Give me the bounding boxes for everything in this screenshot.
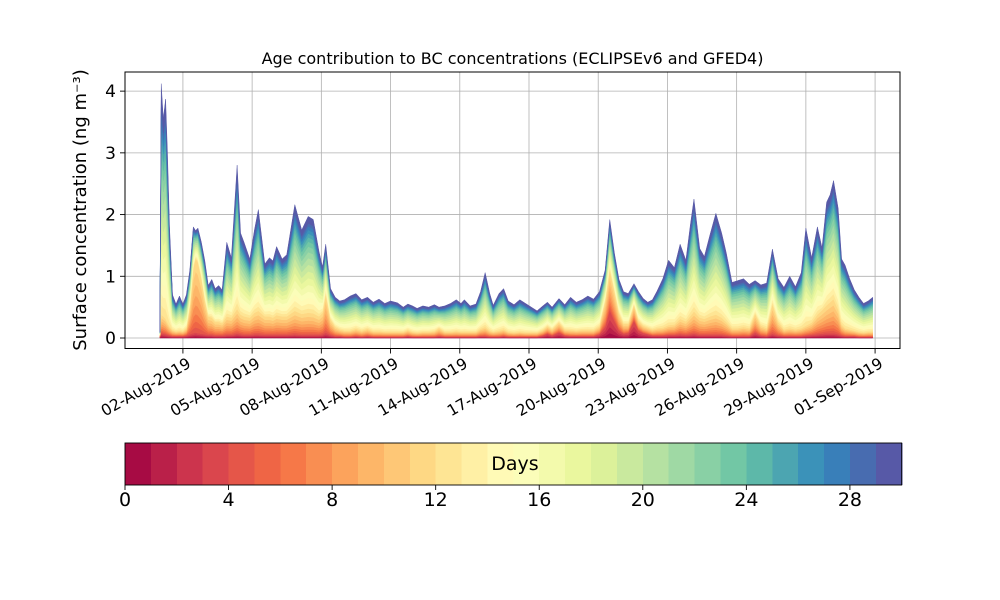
colorbar-segment [358,443,385,485]
colorbar-segment [694,443,722,485]
colorbar-segment [409,443,437,485]
colorbar-segment [513,443,540,485]
colorbar-segment [616,443,644,485]
colorbar-segment [849,443,877,485]
colorbar-segment [125,443,152,485]
colorbar-segment [435,443,463,485]
colorbar-tick-label: 28 [838,489,862,511]
colorbar-segment [487,443,514,485]
colorbar-segment [254,443,281,485]
y-axis-label: Surface concentration (ng m⁻³) [70,69,91,351]
colorbar-segment [332,443,359,485]
y-tick-label: 2 [105,206,116,226]
colorbar-tick-label: 0 [119,489,131,511]
colorbar-segment [668,443,696,485]
colorbar-segment [539,443,566,485]
colorbar-tick-label: 12 [424,489,448,511]
y-tick-label: 4 [105,82,116,102]
colorbar-segment [228,443,256,485]
colorbar-segment [176,443,204,485]
plot-frame [124,71,901,349]
colorbar-outline [124,442,903,486]
colorbar-segment [565,443,592,485]
stacked-areas [159,83,874,339]
colorbar-tick-label: 16 [527,489,551,511]
colorbar-tick-label: 24 [734,489,758,511]
colorbar-segment [798,443,825,485]
colorbar-segment [772,443,799,485]
colorbar-segment [150,443,178,485]
colorbar-segment [383,443,411,485]
colorbar-segment [202,443,230,485]
colorbar-segment [642,443,670,485]
chart-title: Age contribution to BC concentrations (E… [262,49,764,68]
colorbar-segment [280,443,307,485]
colorbar-label: Days [491,453,538,475]
colorbar-segment [746,443,773,485]
y-tick-label: 1 [105,267,116,287]
colorbar-tick-label: 4 [223,489,235,511]
colorbar-tick-label: 8 [326,489,338,511]
y-tick-label: 3 [105,144,116,164]
colorbar-segment [461,443,489,485]
colorbar: 0 4 8 12 16 20 24 28 [119,442,903,511]
colorbar-segment [824,443,851,485]
age-layer-29-days [159,83,874,333]
y-tick-label: 0 [105,329,116,349]
colorbar-segment [591,443,618,485]
x-axis-ticks: 02-Aug-201905-Aug-201908-Aug-201911-Aug-… [98,348,886,420]
colorbar-segment [720,443,747,485]
colorbar-segment [875,443,903,485]
colorbar-tick-label: 20 [631,489,655,511]
colorbar-segment [306,443,333,485]
y-axis-ticks: 0 1 2 3 4 [105,82,125,349]
